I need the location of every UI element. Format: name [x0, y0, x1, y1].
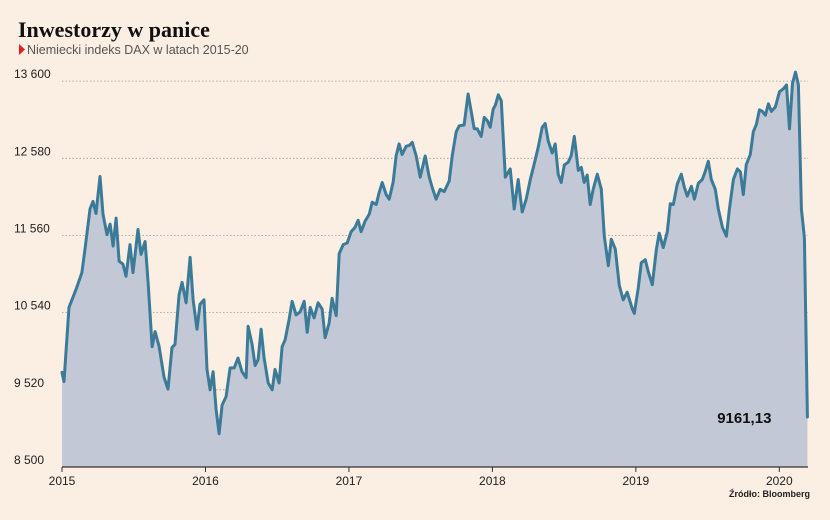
y-tick-label: 8 500: [14, 453, 44, 467]
x-tick-label: 2019: [622, 474, 649, 488]
y-tick-label: 10 540: [14, 299, 51, 313]
chart-title: Inwestorzy w panice: [18, 17, 210, 42]
x-tick-label: 2018: [479, 474, 506, 488]
source: Źródło: Bloomberg: [729, 489, 810, 499]
subtitle-marker: [19, 44, 25, 55]
line: [60, 70, 809, 436]
x-tick-label: 2015: [49, 474, 76, 488]
area: [62, 72, 808, 467]
plot: 9161,13: [60, 70, 809, 467]
axes: 8 500 9 520 10 540 11 560 12 580 13 600 2015 20…: [14, 67, 808, 488]
x-tick-label: 2016: [192, 474, 219, 488]
chart-subtitle: Niemiecki indeks DAX w latach 2015-20: [27, 43, 249, 57]
y-tick-label: 13 600: [14, 67, 51, 81]
y-tick-label: 9 520: [14, 376, 44, 390]
y-tick-label: 12 580: [14, 144, 51, 158]
end-label: 9161,13: [717, 410, 771, 427]
x-tick-label: 2020: [766, 474, 793, 488]
y-tick-label: 11 560: [14, 221, 50, 235]
x-tick-label: 2017: [336, 474, 363, 488]
